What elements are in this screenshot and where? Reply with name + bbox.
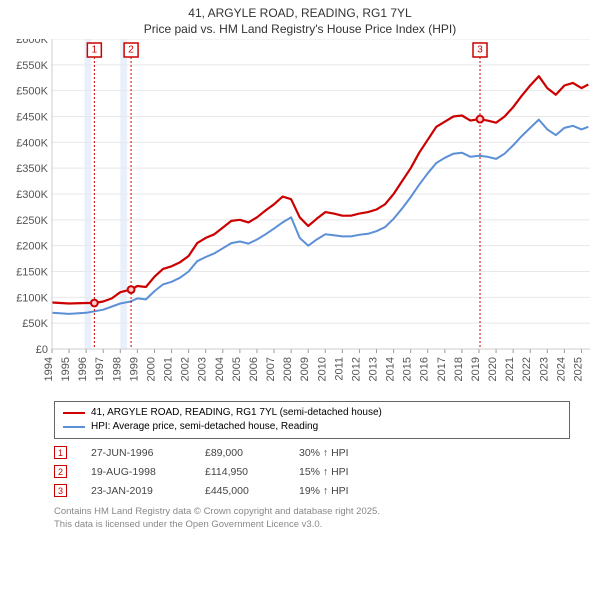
x-tick-label: 2020 bbox=[487, 357, 499, 381]
legend-label: HPI: Average price, semi-detached house,… bbox=[91, 420, 318, 434]
transaction-row: 2 19-AUG-1998 £114,950 15% ↑ HPI bbox=[54, 462, 570, 481]
y-tick-label: £550K bbox=[16, 60, 48, 72]
title-line-2: Price paid vs. HM Land Registry's House … bbox=[0, 22, 600, 38]
transaction-marker: 1 bbox=[54, 446, 67, 459]
x-tick-label: 1996 bbox=[77, 357, 89, 381]
transaction-delta: 15% ↑ HPI bbox=[299, 466, 349, 478]
transaction-date: 27-JUN-1996 bbox=[91, 447, 181, 459]
x-tick-label: 2003 bbox=[197, 357, 209, 381]
x-tick-label: 2017 bbox=[436, 357, 448, 381]
x-tick-label: 2019 bbox=[470, 357, 482, 381]
x-tick-label: 2015 bbox=[402, 357, 414, 381]
x-tick-label: 2013 bbox=[368, 357, 380, 381]
x-tick-label: 2010 bbox=[316, 357, 328, 381]
x-tick-label: 2025 bbox=[572, 357, 584, 381]
footer-line-2: This data is licensed under the Open Gov… bbox=[54, 519, 570, 531]
footer-line-1: Contains HM Land Registry data © Crown c… bbox=[54, 506, 570, 518]
x-tick-label: 1999 bbox=[128, 357, 140, 381]
y-tick-label: £250K bbox=[16, 215, 48, 227]
legend-item: HPI: Average price, semi-detached house,… bbox=[63, 420, 561, 434]
y-tick-label: £500K bbox=[16, 86, 48, 98]
y-tick-label: £0 bbox=[36, 344, 48, 356]
y-tick-label: £350K bbox=[16, 163, 48, 175]
x-tick-label: 2002 bbox=[180, 357, 192, 381]
event-marker-number: 2 bbox=[128, 45, 134, 56]
y-tick-label: £100K bbox=[16, 293, 48, 305]
y-tick-label: £600K bbox=[16, 39, 48, 46]
x-tick-label: 2016 bbox=[419, 357, 431, 381]
x-tick-label: 2021 bbox=[504, 357, 516, 381]
transaction-delta: 19% ↑ HPI bbox=[299, 485, 349, 497]
transaction-date: 19-AUG-1998 bbox=[91, 466, 181, 478]
transaction-price: £445,000 bbox=[205, 485, 275, 497]
transaction-row: 1 27-JUN-1996 £89,000 30% ↑ HPI bbox=[54, 443, 570, 462]
legend-swatch bbox=[63, 426, 85, 429]
series-price_paid bbox=[52, 76, 588, 303]
y-tick-label: £200K bbox=[16, 241, 48, 253]
legend-label: 41, ARGYLE ROAD, READING, RG1 7YL (semi-… bbox=[91, 406, 382, 420]
x-tick-label: 2011 bbox=[333, 357, 345, 381]
legend: 41, ARGYLE ROAD, READING, RG1 7YL (semi-… bbox=[54, 401, 570, 439]
x-tick-label: 2022 bbox=[521, 357, 533, 381]
x-tick-label: 2024 bbox=[555, 357, 567, 381]
x-tick-label: 2018 bbox=[453, 357, 465, 381]
transaction-price: £114,950 bbox=[205, 466, 275, 478]
price-chart: £0 £50K £100K £150K £200K £250K £300K £350K £400… bbox=[0, 39, 600, 399]
x-tick-label: 2005 bbox=[231, 357, 243, 381]
y-tick-label: £50K bbox=[22, 318, 48, 330]
x-tick-label: 2007 bbox=[265, 357, 277, 381]
x-tick-label: 1994 bbox=[43, 357, 55, 381]
x-tick-label: 1998 bbox=[111, 357, 123, 381]
chart-title-block: 41, ARGYLE ROAD, READING, RG1 7YL Price … bbox=[0, 0, 600, 39]
event-marker-number: 3 bbox=[477, 45, 483, 56]
y-tick-label: £450K bbox=[16, 112, 48, 124]
legend-item: 41, ARGYLE ROAD, READING, RG1 7YL (semi-… bbox=[63, 406, 561, 420]
transaction-row: 3 23-JAN-2019 £445,000 19% ↑ HPI bbox=[54, 481, 570, 500]
x-tick-label: 2006 bbox=[248, 357, 260, 381]
x-tick-label: 2023 bbox=[538, 357, 550, 381]
x-tick-label: 2004 bbox=[214, 357, 226, 381]
x-tick-label: 2009 bbox=[299, 357, 311, 381]
y-tick-label: £400K bbox=[16, 138, 48, 150]
chart-container: £0 £50K £100K £150K £200K £250K £300K £350K £400… bbox=[0, 39, 600, 399]
transactions-table: 1 27-JUN-1996 £89,000 30% ↑ HPI 2 19-AUG-1998… bbox=[54, 443, 570, 500]
x-tick-label: 1995 bbox=[60, 357, 72, 381]
x-tick-label: 2008 bbox=[282, 357, 294, 381]
title-line-1: 41, ARGYLE ROAD, READING, RG1 7YL bbox=[0, 6, 600, 22]
x-tick-label: 1997 bbox=[94, 357, 106, 381]
footer-attribution: Contains HM Land Registry data © Crown c… bbox=[54, 506, 570, 531]
y-tick-label: £300K bbox=[16, 189, 48, 201]
x-tick-label: 2014 bbox=[385, 357, 397, 381]
transaction-marker: 3 bbox=[54, 484, 67, 497]
legend-swatch bbox=[63, 412, 85, 415]
transaction-price: £89,000 bbox=[205, 447, 275, 459]
y-tick-label: £150K bbox=[16, 267, 48, 279]
x-tick-label: 2001 bbox=[163, 357, 175, 381]
x-tick-label: 2000 bbox=[145, 357, 157, 381]
event-marker-number: 1 bbox=[92, 45, 98, 56]
transaction-delta: 30% ↑ HPI bbox=[299, 447, 349, 459]
x-tick-label: 2012 bbox=[350, 357, 362, 381]
transaction-date: 23-JAN-2019 bbox=[91, 485, 181, 497]
transaction-marker: 2 bbox=[54, 465, 67, 478]
